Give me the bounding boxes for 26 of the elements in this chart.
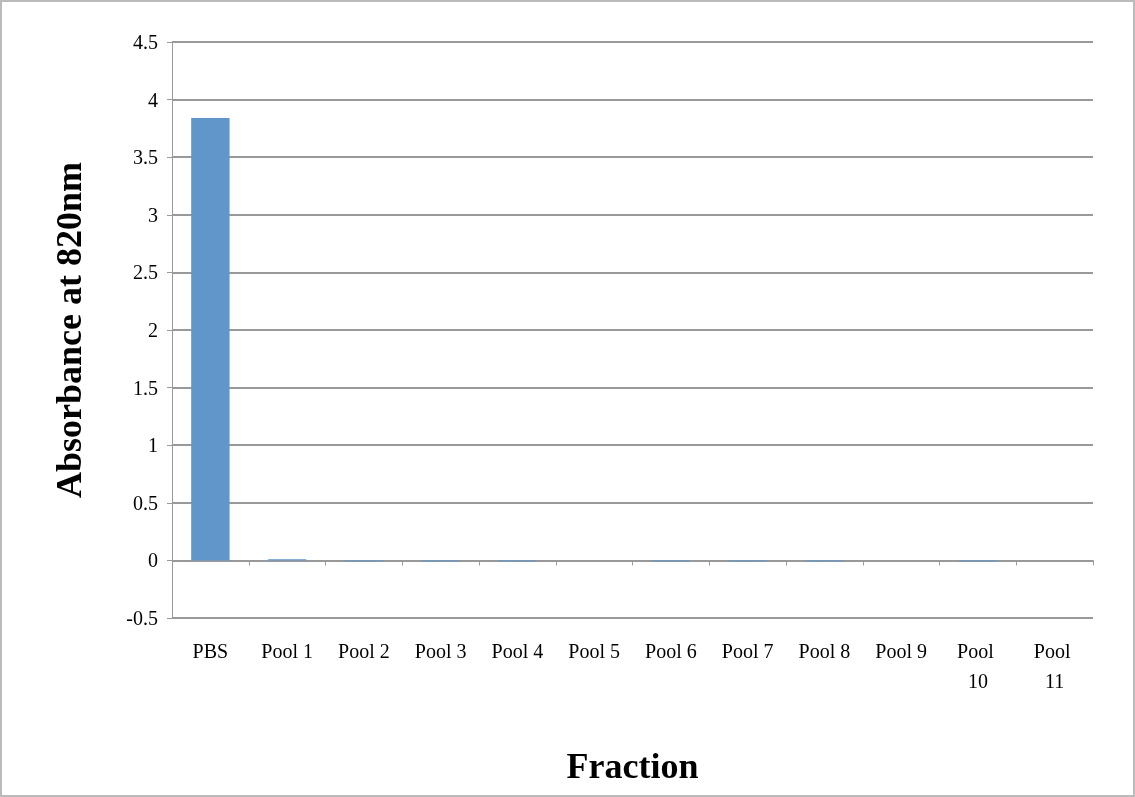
x-tick-label: Pool 4 (491, 640, 544, 662)
y-tick-label: 1 (148, 434, 158, 457)
x-tick-label: Pool 11 (1033, 640, 1076, 692)
y-tick-label: 4 (148, 88, 158, 111)
x-tick-label: Pool 8 (798, 640, 851, 662)
y-tick-label: 0 (148, 549, 158, 572)
y-tick-label: 4.5 (133, 31, 158, 53)
x-axis-title: Fraction (566, 746, 699, 786)
x-tick-label: PBS (192, 640, 229, 662)
x-tick-label: Pool 6 (645, 640, 697, 662)
y-axis-title: Absorbance at 820nm (49, 161, 89, 499)
bar (191, 118, 230, 561)
x-tick-label: Pool 2 (338, 640, 390, 662)
y-tick-label: 3.5 (133, 146, 158, 169)
y-tick-label: 0.5 (133, 491, 158, 514)
x-tick-label: Pool 7 (721, 640, 774, 662)
y-tick-label: 1.5 (133, 376, 158, 399)
y-tick-label: 2.5 (133, 261, 158, 284)
x-tick-label: Pool 1 (261, 640, 313, 662)
x-tick-label: Pool 5 (568, 640, 620, 662)
y-tick-label: 2 (148, 319, 158, 341)
x-tick-label: Pool 3 (414, 640, 467, 662)
y-tick-label: -0.5 (126, 607, 158, 629)
x-tick-label: Pool 10 (957, 640, 999, 692)
y-tick-label: 3 (148, 203, 158, 226)
x-tick-label: Pool 9 (875, 640, 927, 662)
